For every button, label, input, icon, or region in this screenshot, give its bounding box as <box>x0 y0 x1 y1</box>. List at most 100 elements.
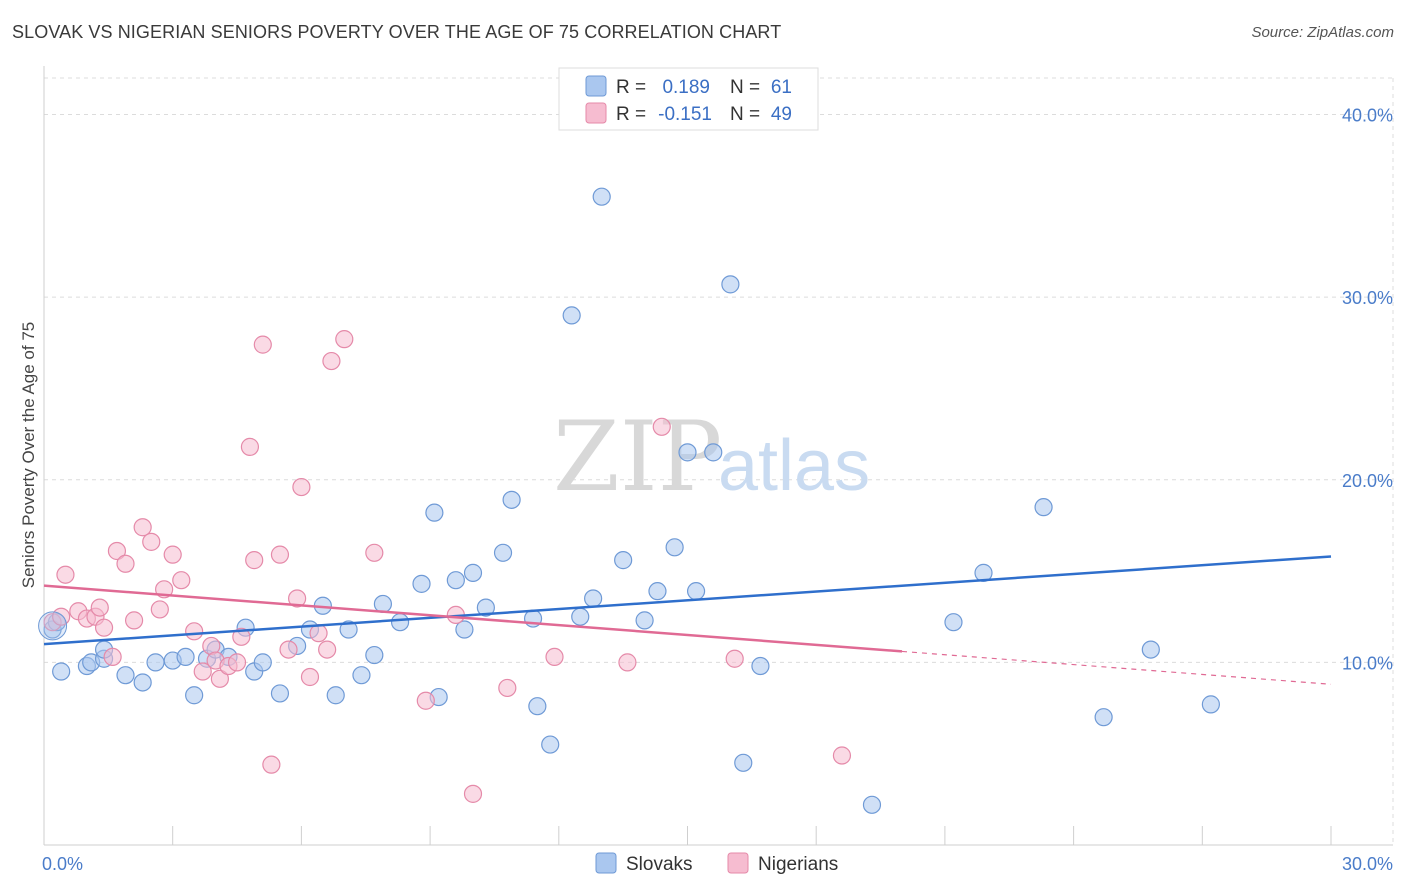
point-slovaks <box>862 795 882 814</box>
legend-n-label-nigerians: N = <box>730 104 760 125</box>
point-slovaks <box>571 607 590 626</box>
point-slovaks <box>1201 695 1220 714</box>
point-nigerians <box>253 335 272 354</box>
legend-bottom-swatch-slovaks <box>595 852 617 874</box>
point-slovaks <box>253 653 272 672</box>
legend-n-value-nigerians: 49 <box>771 104 792 125</box>
correlation-legend: R = 0.189 N = 61 R = -0.151 N = 49 <box>558 67 819 131</box>
point-slovaks <box>326 686 345 705</box>
trend-line-slovaks <box>43 555 1332 646</box>
point-slovaks <box>528 697 547 716</box>
point-slovaks <box>751 656 770 676</box>
point-nigerians <box>498 678 517 698</box>
point-slovaks <box>146 653 165 672</box>
point-nigerians <box>318 640 337 659</box>
point-slovaks <box>1034 498 1053 517</box>
point-nigerians <box>56 565 75 584</box>
point-nigerians <box>116 554 135 573</box>
trend-lines <box>43 555 1332 685</box>
point-nigerians <box>193 662 212 681</box>
point-slovaks <box>425 503 444 522</box>
legend-r-label-nigerians: R = <box>616 104 646 125</box>
legend-r-value-nigerians: -0.151 <box>658 104 712 125</box>
point-slovaks <box>541 735 560 754</box>
y-tick-label: 20.0% <box>1342 471 1393 491</box>
point-nigerians <box>90 598 109 617</box>
point-slovaks <box>678 443 697 462</box>
point-nigerians <box>227 653 247 672</box>
point-cluster <box>38 611 68 641</box>
point-slovaks <box>339 620 358 639</box>
point-nigerians <box>292 477 311 497</box>
point-nigerians <box>618 653 637 672</box>
point-slovaks <box>390 613 410 632</box>
y-tick-label: 30.0% <box>1342 288 1393 308</box>
x-tick-label: 0.0% <box>42 854 83 874</box>
point-slovaks <box>721 275 740 294</box>
point-nigerians <box>300 667 320 687</box>
point-nigerians <box>150 600 169 619</box>
point-nigerians <box>142 532 161 551</box>
point-slovaks <box>352 666 371 685</box>
point-slovaks <box>176 647 195 667</box>
point-slovaks <box>974 563 993 582</box>
point-nigerians <box>288 589 307 608</box>
point-nigerians <box>416 691 435 710</box>
point-slovaks <box>270 684 290 703</box>
point-nigerians <box>463 784 483 803</box>
point-slovaks <box>614 551 633 570</box>
point-nigerians <box>309 624 328 643</box>
trend-line-nigerians <box>43 584 903 653</box>
point-slovaks <box>373 594 393 614</box>
y-axis-label: Seniors Poverty Over the Age of 75 <box>19 322 38 588</box>
axes <box>43 66 1393 846</box>
data-points <box>38 187 1220 814</box>
point-slovaks <box>502 490 521 509</box>
legend-r-value-slovaks: 0.189 <box>662 77 710 98</box>
point-nigerians <box>124 611 144 630</box>
point-slovaks <box>704 443 723 462</box>
point-slovaks <box>365 645 384 665</box>
legend-bottom-swatch-nigerians <box>727 852 749 874</box>
legend-n-value-slovaks: 61 <box>771 77 792 98</box>
point-slovaks <box>1141 640 1160 659</box>
point-nigerians <box>185 622 204 641</box>
legend-swatch-nigerians <box>585 102 607 124</box>
point-nigerians <box>652 417 671 436</box>
point-slovaks <box>133 673 152 692</box>
x-tick-label: 30.0% <box>1342 854 1393 874</box>
point-nigerians <box>245 551 264 570</box>
point-nigerians <box>322 351 341 371</box>
point-slovaks <box>635 611 654 630</box>
point-slovaks <box>455 620 474 639</box>
point-slovaks <box>648 582 667 601</box>
y-tick-labels: 10.0% 20.0% 30.0% 40.0% <box>1342 106 1393 674</box>
point-slovaks <box>463 563 483 582</box>
point-slovaks <box>584 589 603 608</box>
point-nigerians <box>270 545 290 564</box>
x-tick-labels: 0.0% 30.0% <box>42 854 1393 874</box>
watermark-zip: ZIP <box>553 401 722 513</box>
point-slovaks <box>944 613 963 632</box>
point-nigerians <box>725 649 744 668</box>
point-slovaks <box>686 582 706 601</box>
point-slovaks <box>493 543 513 562</box>
point-slovaks <box>665 538 684 557</box>
point-slovaks <box>412 574 431 593</box>
watermark-atlas: atlas <box>718 426 870 506</box>
chart-title: SLOVAK VS NIGERIAN SENIORS POVERTY OVER … <box>12 22 782 42</box>
legend-bottom-label-slovaks: Slovaks <box>626 854 693 875</box>
y-tick-label: 40.0% <box>1342 106 1393 126</box>
point-nigerians <box>163 545 182 564</box>
point-nigerians <box>279 640 298 659</box>
y-tick-label: 10.0% <box>1342 653 1393 673</box>
point-nigerians <box>832 746 852 765</box>
point-nigerians <box>365 543 384 562</box>
point-nigerians <box>240 437 260 456</box>
trend-line-dashed-nigerians <box>901 650 1332 685</box>
point-slovaks <box>185 686 204 705</box>
legend-r-label-slovaks: R = <box>616 77 646 98</box>
point-nigerians <box>103 647 122 667</box>
point-slovaks <box>592 187 611 206</box>
point-slovaks <box>446 571 465 590</box>
